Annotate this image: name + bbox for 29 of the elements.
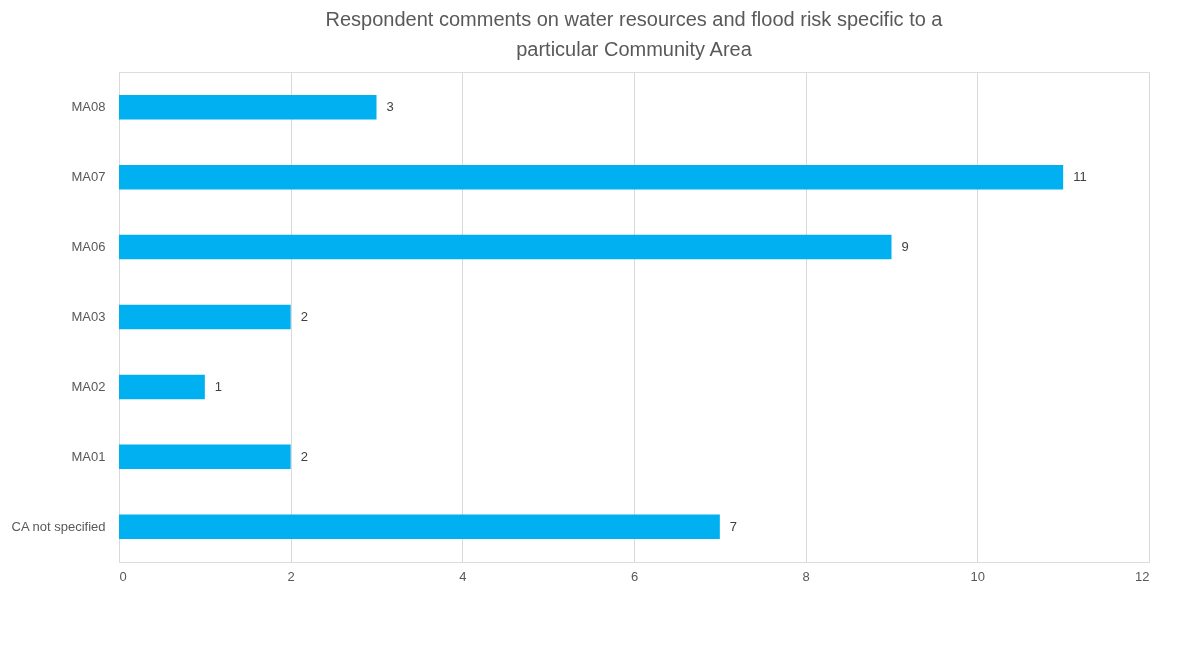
data-label: 2 bbox=[300, 448, 308, 464]
data-label: 2 bbox=[300, 309, 308, 324]
bar bbox=[119, 164, 1064, 190]
x-tick-label: 4 bbox=[459, 568, 467, 584]
data-label: 11 bbox=[1073, 169, 1087, 185]
chart-title: Respondent comments on water resources and flood risk specific to a particular Community Area bbox=[325, 8, 944, 60]
x-tick-label: 6 bbox=[630, 568, 639, 584]
y-tick-label: MA01 bbox=[71, 448, 106, 464]
y-tick-label: MA03 bbox=[71, 309, 106, 324]
bar bbox=[119, 234, 892, 260]
data-label: 7 bbox=[729, 518, 738, 534]
data-label: 9 bbox=[901, 239, 909, 255]
bar bbox=[119, 374, 205, 400]
bar bbox=[119, 444, 291, 470]
x-tick-label: 2 bbox=[287, 568, 295, 584]
y-tick-label: MA02 bbox=[71, 378, 106, 394]
y-tick-label: MA06 bbox=[71, 239, 106, 255]
x-tick-label: 12 bbox=[1135, 568, 1150, 584]
x-tick-label: 10 bbox=[970, 568, 986, 584]
y-tick-label: CA not specified bbox=[11, 518, 106, 534]
data-label: 3 bbox=[386, 99, 394, 115]
bar bbox=[119, 304, 291, 330]
y-tick-label: MA07 bbox=[71, 169, 106, 185]
y-tick-label: MA08 bbox=[71, 99, 106, 115]
bar bbox=[119, 95, 377, 120]
x-tick-label: 0 bbox=[119, 568, 127, 584]
bar bbox=[119, 514, 720, 539]
x-tick-label: 8 bbox=[802, 568, 810, 584]
data-label: 1 bbox=[214, 378, 223, 394]
